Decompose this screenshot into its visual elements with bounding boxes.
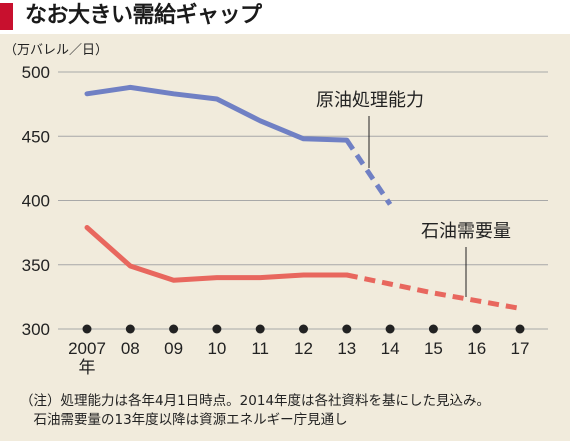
y-tick-label: 300: [22, 320, 50, 339]
y-tick-label: 350: [22, 256, 50, 275]
x-tick-label: 10: [207, 339, 226, 358]
series-label-capacity: 原油処理能力: [316, 90, 424, 111]
series-0-solid-line: [84, 84, 350, 143]
chart-note: （注）処理能力は各年4月1日時点。2014年度は各社資料を基にした見込み。 石油…: [20, 392, 565, 430]
x-tick-label: 16: [467, 339, 486, 358]
y-tick-label: 500: [22, 63, 50, 82]
series-layer: [84, 84, 521, 311]
line-chart: （万バレル／日） 300 350 400 450 500 2007 08 09 10 11 12 1…: [4, 43, 548, 377]
x-axis-dot: [515, 324, 525, 334]
series-0-projected-line: [344, 138, 393, 206]
x-tick-label: 08: [121, 339, 140, 358]
x-axis-dot: [212, 324, 222, 334]
x-tick-label: 11: [251, 339, 269, 358]
header-accent-bar: [0, 3, 13, 30]
x-tick-label: 14: [381, 339, 400, 358]
x-axis-dot: [472, 324, 482, 334]
note-line-2: 石油需要量の13年度以降は資源エネルギー庁見通し: [20, 412, 348, 428]
x-tick-label: 15: [424, 339, 443, 358]
note-line-1: （注）処理能力は各年4月1日時点。2014年度は各社資料を基にした見込み。: [20, 393, 491, 409]
x-axis-dot: [169, 324, 179, 334]
x-axis-dot: [82, 324, 92, 334]
chart-panel: （万バレル／日） 300 350 400 450 500 2007 08 09 10 11 12 1…: [0, 34, 570, 441]
x-tick-label: 09: [164, 339, 183, 358]
series-1-solid-line: [84, 225, 350, 283]
series-1-projected-line: [346, 272, 521, 311]
x-tick-labels: 2007 08 09 10 11 12 13 14 15 16 17 年: [68, 339, 529, 377]
grid-layer: [58, 71, 548, 330]
x-tick-label: 2007: [68, 339, 106, 358]
series-label-demand: 石油需要量: [421, 221, 511, 242]
x-tick-label: 13: [337, 339, 356, 358]
x-axis-dot: [342, 324, 352, 334]
y-tick-label: 450: [22, 127, 50, 146]
y-axis-unit-label: （万バレル／日）: [4, 43, 108, 58]
x-axis-dot: [299, 324, 308, 334]
x-tick-year-suffix: 年: [79, 358, 96, 377]
x-axis-dot: [385, 324, 395, 334]
x-axis-dot: [125, 324, 135, 334]
x-axis-dots: [82, 324, 525, 334]
x-axis-dot: [428, 324, 438, 334]
y-tick-label: 400: [22, 192, 50, 211]
x-tick-label: 12: [294, 339, 313, 358]
x-axis-dot: [255, 324, 265, 334]
chart-title: なお大きい需給ギャップ: [25, 3, 262, 28]
x-tick-label: 17: [511, 339, 530, 358]
chart-header: なお大きい需給ギャップ: [0, 0, 570, 34]
y-tick-labels: 300 350 400 450 500: [22, 63, 50, 339]
